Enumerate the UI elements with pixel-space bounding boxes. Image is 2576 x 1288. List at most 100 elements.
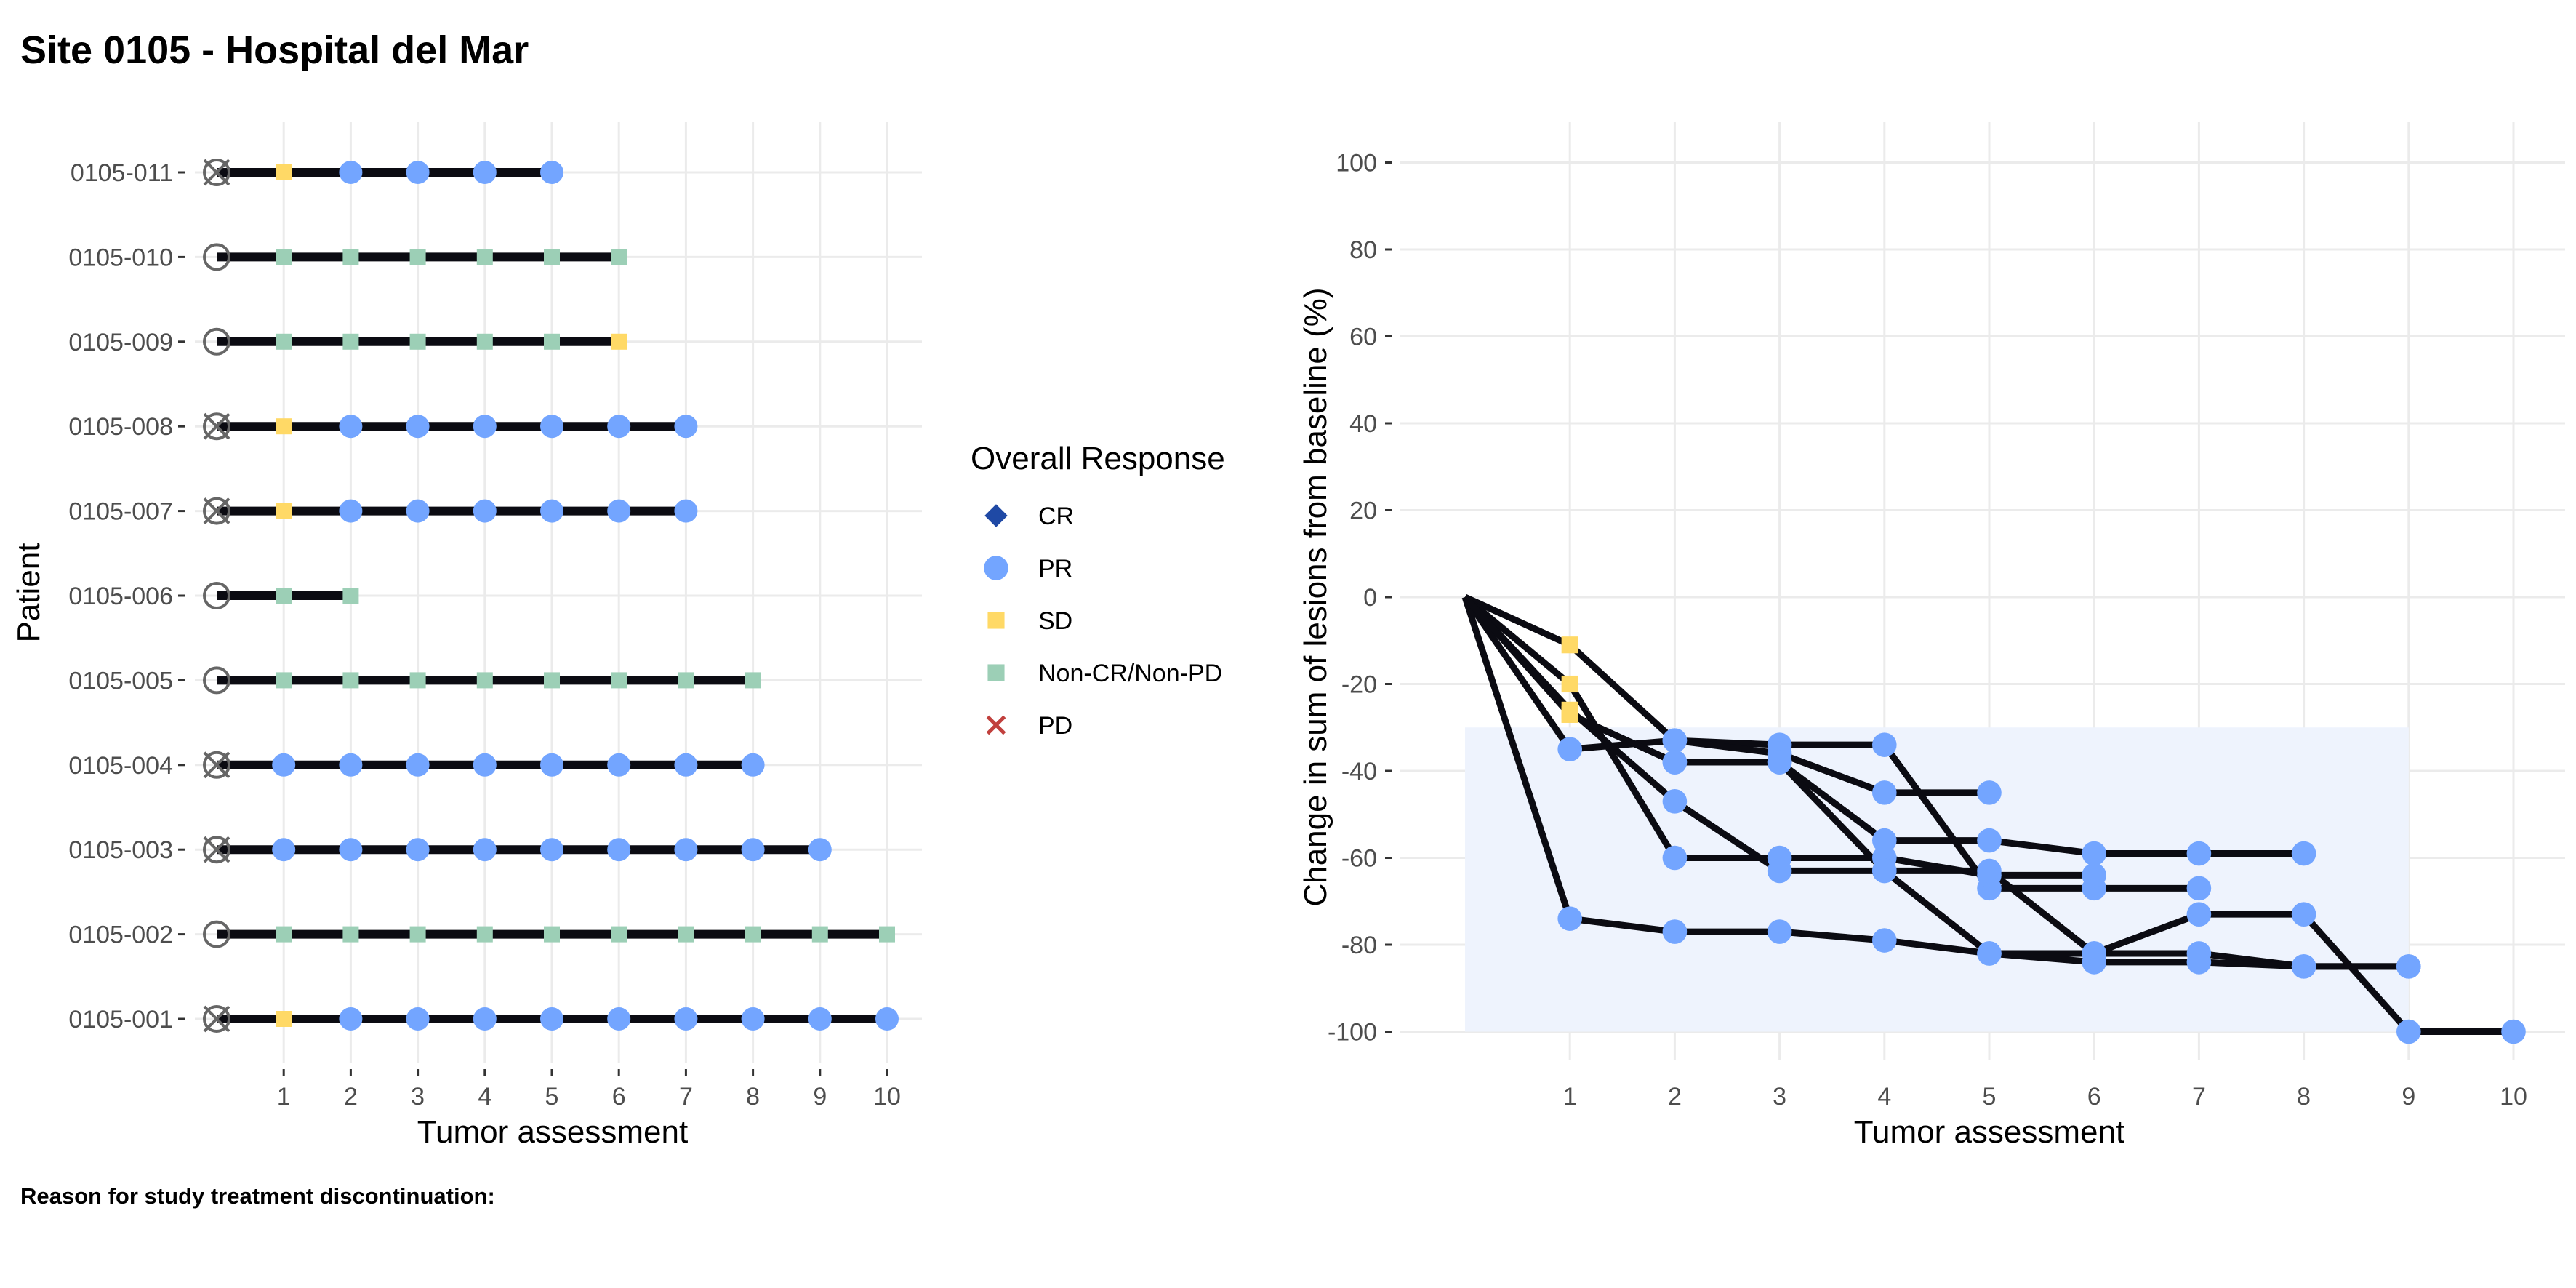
trajectory-marker: [1662, 750, 1688, 775]
x-tick-label: 2: [344, 1083, 358, 1111]
response-marker: [339, 753, 363, 777]
response-marker: [409, 333, 426, 350]
response-marker: [409, 926, 426, 943]
response-marker: [473, 753, 497, 777]
trajectory-marker: [1872, 928, 1897, 953]
trajectory-marker: [2291, 902, 2316, 927]
response-marker: [276, 672, 292, 689]
response-marker: [276, 503, 292, 519]
response-marker: [406, 499, 430, 523]
response-marker: [339, 415, 363, 439]
response-marker: [276, 588, 292, 604]
legend-label: Non-CR/Non-PD: [1038, 660, 1222, 687]
patient-label: 0105-001: [68, 1006, 173, 1033]
response-marker: [342, 672, 359, 689]
response-marker: [607, 753, 631, 777]
trajectory-marker: [2396, 954, 2421, 979]
response-marker: [607, 1007, 631, 1031]
trajectory-marker: [2186, 950, 2212, 975]
response-marker: [678, 926, 694, 943]
discontinued-cross-marker: [203, 836, 230, 863]
legend-key: [987, 612, 1005, 629]
patient-label: 0105-004: [68, 752, 173, 780]
discontinued-cross-marker: [203, 1005, 230, 1033]
response-marker: [544, 249, 560, 265]
x-tick-label: 1: [277, 1083, 291, 1111]
y-tick-label: 80: [1349, 236, 1377, 264]
response-marker: [272, 838, 296, 862]
trajectory-marker: [1662, 728, 1688, 753]
patient-trajectory-line: [1464, 593, 2199, 892]
response-marker: [342, 926, 359, 943]
response-marker: [476, 672, 493, 689]
x-tick-label: 8: [2297, 1083, 2311, 1111]
response-marker: [540, 753, 563, 777]
response-marker: [342, 333, 359, 350]
response-marker: [276, 164, 292, 180]
spider-plot: -100 -80 -60 -40 -20 0 20 40 60 80 100 1 2 3 4 5 6 7 8 9 10 T…: [1298, 122, 2565, 1150]
legend-key: [984, 556, 1008, 580]
trajectory-marker: [1662, 789, 1688, 814]
patient-label: 0105-007: [68, 498, 173, 526]
response-marker: [745, 672, 761, 689]
y-axis-title: Change in sum of lesions from baseline (…: [1298, 287, 1333, 906]
legend-key: [986, 715, 1006, 735]
response-marker: [473, 838, 497, 862]
response-marker: [409, 249, 426, 265]
x-tick-label: 7: [2192, 1083, 2206, 1111]
trajectory-marker: [1561, 705, 1578, 723]
response-marker: [674, 415, 698, 439]
response-marker: [540, 1007, 563, 1031]
swimmer-plot: 0105-011 0105-010 0105-009 0105-008 0105-007…: [11, 122, 922, 1150]
trajectory-marker: [1977, 828, 2002, 853]
response-marker: [276, 926, 292, 943]
x-tick-label: 4: [478, 1083, 491, 1111]
response-marker: [276, 249, 292, 265]
response-marker: [409, 672, 426, 689]
response-marker: [741, 1007, 765, 1031]
x-tick-label: 5: [1983, 1083, 1997, 1111]
x-tick-label: 10: [2500, 1083, 2527, 1111]
legend: Overall Response CR PR SD Non-CR/Non-PD PD: [971, 441, 1225, 740]
response-marker: [607, 838, 631, 862]
patient-label: 0105-002: [68, 921, 173, 949]
discontinued-cross-marker: [203, 751, 230, 779]
response-marker: [811, 926, 828, 943]
response-marker: [342, 588, 359, 604]
response-marker: [741, 753, 765, 777]
x-axis-title: Tumor assessment: [1854, 1114, 2124, 1150]
response-marker: [544, 672, 560, 689]
x-tick-label: 5: [545, 1083, 559, 1111]
x-tick-label: 10: [873, 1083, 901, 1111]
response-marker: [339, 1007, 363, 1031]
baseline-circle-marker: [203, 159, 230, 186]
response-marker: [473, 1007, 497, 1031]
patient-trajectory-line: [1462, 595, 1989, 796]
x-tick-label: 4: [1877, 1083, 1891, 1111]
response-marker: [473, 499, 497, 523]
response-marker: [607, 499, 631, 523]
response-marker: [406, 415, 430, 439]
x-tick-label: 3: [411, 1083, 425, 1111]
y-tick-label: -40: [1341, 758, 1377, 785]
trajectory-marker: [2186, 902, 2212, 927]
response-marker: [808, 838, 832, 862]
response-marker: [276, 333, 292, 350]
response-marker: [476, 926, 493, 943]
response-marker: [808, 1007, 832, 1031]
patient-label: 0105-005: [68, 667, 173, 695]
response-threshold-band: [1465, 727, 2409, 1032]
patient-label: 0105-006: [68, 583, 173, 610]
trajectory-marker: [2291, 841, 2316, 866]
x-tick-label: 6: [612, 1083, 626, 1111]
y-tick-label: 40: [1349, 410, 1377, 438]
x-tick-label: 8: [746, 1083, 760, 1111]
y-tick-label: -20: [1341, 671, 1377, 699]
baseline-circle-marker: [203, 1005, 230, 1033]
discontinued-cross-marker: [203, 412, 230, 440]
patient-trajectory-line: [1461, 596, 2409, 970]
response-marker: [607, 415, 631, 439]
response-marker: [406, 838, 430, 862]
patient-label: 0105-008: [68, 413, 173, 441]
trajectory-marker: [2186, 876, 2212, 901]
